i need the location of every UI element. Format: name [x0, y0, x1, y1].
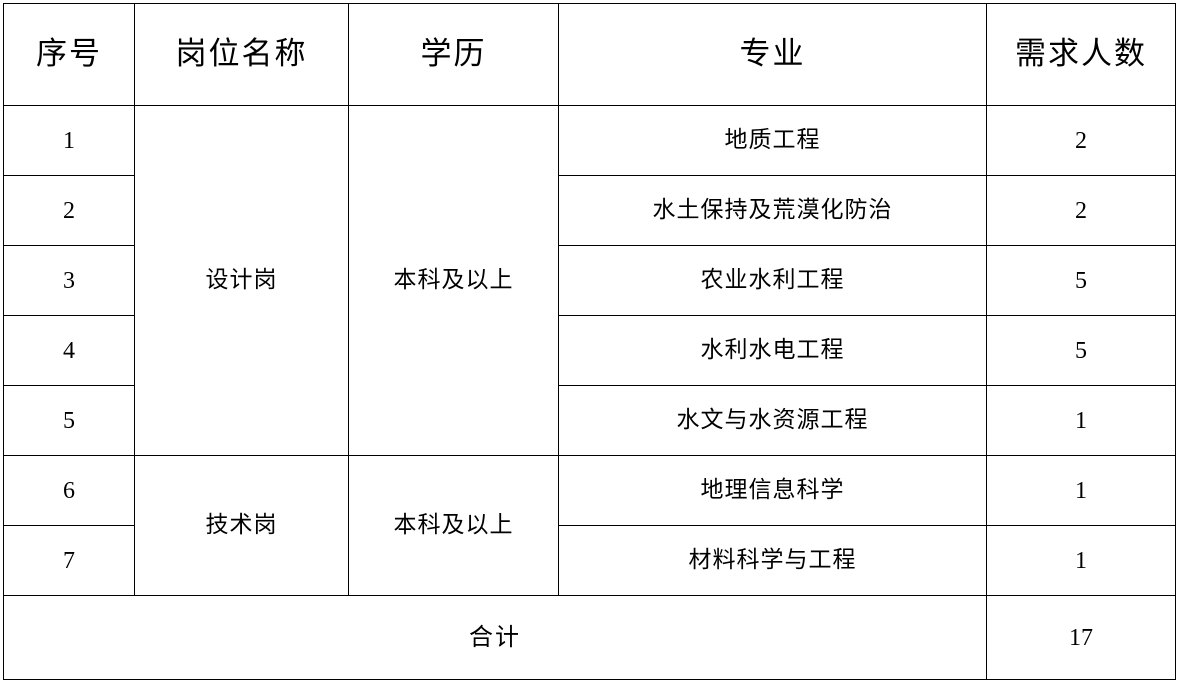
cell-education-group-design: 本科及以上 [348, 105, 559, 456]
cell-index: 7 [3, 525, 135, 596]
cell-education-group-technical: 本科及以上 [348, 455, 559, 596]
cell-major: 农业水利工程 [558, 245, 987, 316]
column-header-education: 学历 [348, 3, 559, 106]
job-requirement-table: 序号 岗位名称 学历 专业 需求人数 1 设计岗 本科及以上 地质工程 2 2 … [3, 3, 1176, 680]
cell-index: 6 [3, 455, 135, 526]
cell-major: 水文与水资源工程 [558, 385, 987, 456]
cell-index: 2 [3, 175, 135, 246]
table-row: 3 农业水利工程 5 [3, 245, 1176, 316]
table-row: 4 水利水电工程 5 [3, 315, 1176, 386]
total-count: 17 [986, 595, 1176, 680]
cell-major: 材料科学与工程 [558, 525, 987, 596]
table-row: 5 水文与水资源工程 1 [3, 385, 1176, 456]
cell-count: 5 [986, 315, 1176, 386]
cell-count: 2 [986, 105, 1176, 176]
cell-major: 水土保持及荒漠化防治 [558, 175, 987, 246]
cell-count: 1 [986, 525, 1176, 596]
cell-index: 5 [3, 385, 135, 456]
column-header-count: 需求人数 [986, 3, 1176, 106]
table-header-row: 序号 岗位名称 学历 专业 需求人数 [3, 3, 1176, 106]
cell-post-group-design: 设计岗 [134, 105, 349, 456]
cell-major: 地理信息科学 [558, 455, 987, 526]
cell-major: 地质工程 [558, 105, 987, 176]
cell-count: 1 [986, 385, 1176, 456]
table-row: 6 技术岗 本科及以上 地理信息科学 1 [3, 455, 1176, 596]
column-header-index: 序号 [3, 3, 135, 106]
cell-index: 4 [3, 315, 135, 386]
cell-count: 2 [986, 175, 1176, 246]
cell-major: 水利水电工程 [558, 315, 987, 386]
cell-count: 1 [986, 455, 1176, 526]
table-row: 2 水土保持及荒漠化防治 2 [3, 175, 1176, 246]
table-total-row: 合计 17 [3, 595, 1176, 680]
total-label: 合计 [3, 595, 987, 680]
column-header-post: 岗位名称 [134, 3, 349, 106]
cell-index: 1 [3, 105, 135, 176]
table-row: 1 设计岗 本科及以上 地质工程 2 [3, 105, 1176, 456]
column-header-major: 专业 [558, 3, 987, 106]
cell-index: 3 [3, 245, 135, 316]
cell-post-group-technical: 技术岗 [134, 455, 349, 596]
cell-count: 5 [986, 245, 1176, 316]
job-requirement-table-container: 序号 岗位名称 学历 专业 需求人数 1 设计岗 本科及以上 地质工程 2 2 … [3, 3, 1176, 680]
